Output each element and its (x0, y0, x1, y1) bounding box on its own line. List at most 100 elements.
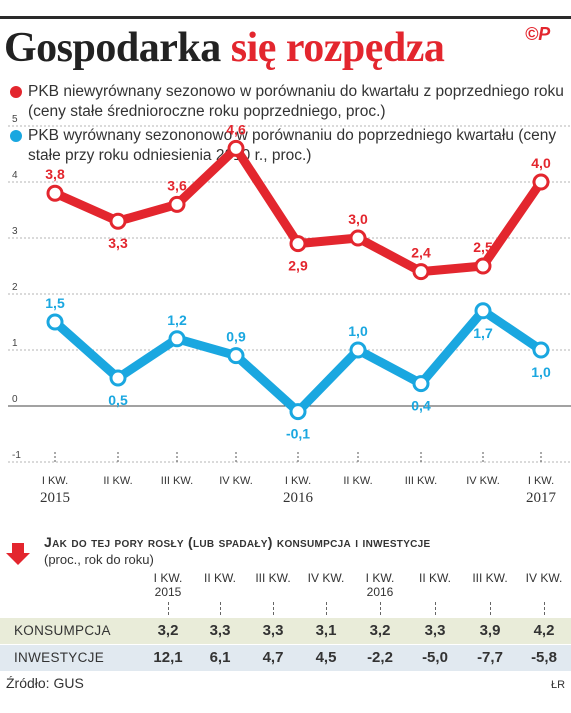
table-cell: -2,2 (367, 649, 393, 666)
table-row-inwestycje: INWESTYCJE 12,1 6,1 4,7 4,5 -2,2 -5,0 -7,7 -5,8 (0, 645, 571, 671)
y-tick-label: 1 (12, 338, 18, 349)
column-quarter: I KW. (153, 571, 183, 585)
data-label: 4,6 (226, 121, 246, 137)
table-cell: 3,2 (369, 622, 391, 639)
table-cell: -7,7 (477, 649, 503, 666)
column-year: 2015 (154, 585, 182, 599)
data-point (412, 263, 430, 281)
table-title: Jak do tej pory rosły (lub spadały) kons… (44, 534, 431, 550)
table-cell: 3,2 (157, 622, 179, 639)
column-quarter: IV KW. (307, 571, 345, 585)
column-quarter: II KW. (418, 571, 451, 585)
table-cell: -5,0 (422, 649, 448, 666)
data-point (474, 257, 492, 275)
x-tick-label: II KW. (343, 475, 372, 487)
column-quarter: IV KW. (525, 571, 563, 585)
x-year-label: 2016 (283, 490, 314, 506)
y-tick-label: 3 (12, 226, 18, 237)
data-point (227, 347, 245, 365)
data-point (168, 330, 186, 348)
down-arrow-icon (6, 543, 30, 565)
data-point (109, 369, 127, 387)
blue-dot-icon (10, 130, 22, 142)
data-point (46, 184, 64, 202)
data-point (349, 229, 367, 247)
series-line-blue (50, 306, 546, 417)
column-quarter: III KW. (472, 571, 508, 585)
title-part-2: się rozpędza (230, 25, 445, 71)
x-tick-label: IV KW. (466, 475, 500, 487)
x-tick-label: I KW. (42, 475, 68, 487)
data-point (532, 341, 550, 359)
data-point (227, 139, 245, 157)
column-header: III KW. (463, 571, 517, 585)
x-year-label: 2015 (40, 490, 70, 506)
legend-item-red: PKB niewyrównany sezonowo w porównaniu d… (10, 82, 568, 122)
column-tick (168, 602, 170, 615)
y-tick-label: -1 (12, 450, 21, 461)
brand-logo: ©P (525, 24, 551, 44)
data-point (289, 403, 307, 421)
table-cell: 3,1 (315, 622, 337, 639)
column-tick (273, 602, 275, 615)
y-tick-label: 2 (12, 282, 18, 293)
table-cell: 4,5 (315, 649, 337, 666)
legend-text: PKB niewyrównany sezonowo w porównaniu d… (28, 83, 564, 120)
column-tick (220, 602, 222, 615)
author-initials: ŁR (551, 679, 566, 691)
x-tick-label: IV KW. (219, 475, 253, 487)
data-point (349, 341, 367, 359)
table-cell: 3,3 (209, 622, 231, 639)
x-tick-label: III KW. (405, 475, 437, 487)
column-header: I KW. 2016 (353, 571, 407, 599)
data-label: 3,6 (167, 177, 187, 193)
data-point (412, 375, 430, 393)
data-label: 3,3 (108, 235, 128, 251)
table-subtitle: (proc., rok do roku) (44, 552, 154, 567)
table-cell: 12,1 (153, 649, 183, 666)
data-label: 2,5 (473, 239, 493, 255)
data-label: 3,0 (348, 211, 368, 227)
data-label: 1,7 (473, 325, 493, 341)
source-note: Źródło: GUS (6, 675, 84, 691)
y-tick-label: 0 (12, 394, 18, 405)
table-cell: -5,8 (531, 649, 557, 666)
x-year-label: 2017 (526, 490, 557, 506)
data-point (168, 195, 186, 213)
data-label: 0,4 (411, 398, 431, 414)
data-point (109, 212, 127, 230)
data-label: 1,0 (348, 323, 368, 339)
x-tick-label: III KW. (161, 475, 193, 487)
column-header: II KW. (408, 571, 462, 585)
column-tick (380, 602, 382, 615)
column-header: III KW. (246, 571, 300, 585)
column-quarter: III KW. (255, 571, 291, 585)
column-tick (544, 602, 546, 615)
data-label: 1,5 (45, 295, 65, 311)
legend-item-blue: PKB wyrównany sezononowo w porównaniu do… (10, 126, 568, 166)
data-label: -0,1 (286, 426, 310, 442)
table-cell: 6,1 (209, 649, 231, 666)
data-label: 4,0 (531, 155, 551, 171)
data-label: 1,0 (531, 364, 551, 380)
column-quarter: I KW. (365, 571, 395, 585)
data-label: 2,4 (411, 245, 431, 261)
table-cell: 4,7 (262, 649, 284, 666)
column-header: IV KW. (517, 571, 571, 585)
gdp-line-chart: -1 0 1 2 3 4 5 I KW. 2015 II KW. III KW. IV KW. I KW… (8, 114, 571, 506)
title-part-1: Gospodarka (4, 25, 221, 71)
red-dot-icon (10, 86, 22, 98)
column-year: 2016 (366, 585, 394, 599)
x-tick-label: II KW. (103, 475, 132, 487)
data-label: 1,2 (167, 312, 187, 328)
page-title: Gospodarka się rozpędza (4, 24, 445, 72)
y-tick-label: 4 (12, 170, 18, 181)
column-header: II KW. (193, 571, 247, 585)
x-tick-label: I KW. (528, 475, 554, 487)
table-cell: 4,2 (533, 622, 555, 639)
data-point (46, 313, 64, 331)
data-label: 0,9 (226, 329, 246, 345)
column-tick (490, 602, 492, 615)
data-point (289, 235, 307, 253)
column-header: IV KW. (299, 571, 353, 585)
